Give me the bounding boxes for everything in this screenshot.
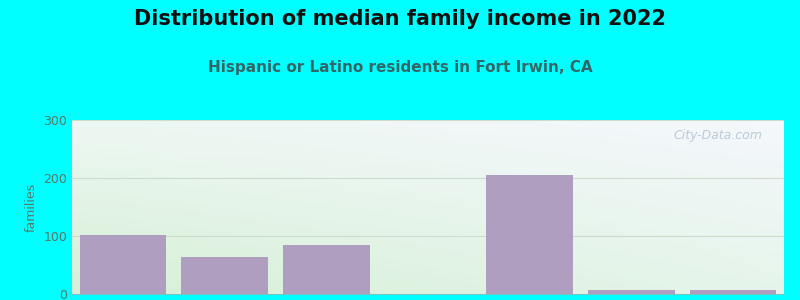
Y-axis label: families: families — [25, 182, 38, 232]
Text: City-Data.com: City-Data.com — [674, 129, 762, 142]
Bar — [283, 245, 370, 294]
Bar — [182, 257, 268, 294]
Bar — [690, 290, 776, 294]
Bar — [486, 175, 573, 294]
Text: Distribution of median family income in 2022: Distribution of median family income in … — [134, 9, 666, 29]
Text: Hispanic or Latino residents in Fort Irwin, CA: Hispanic or Latino residents in Fort Irw… — [208, 60, 592, 75]
Bar — [588, 290, 674, 294]
Bar — [80, 235, 166, 294]
